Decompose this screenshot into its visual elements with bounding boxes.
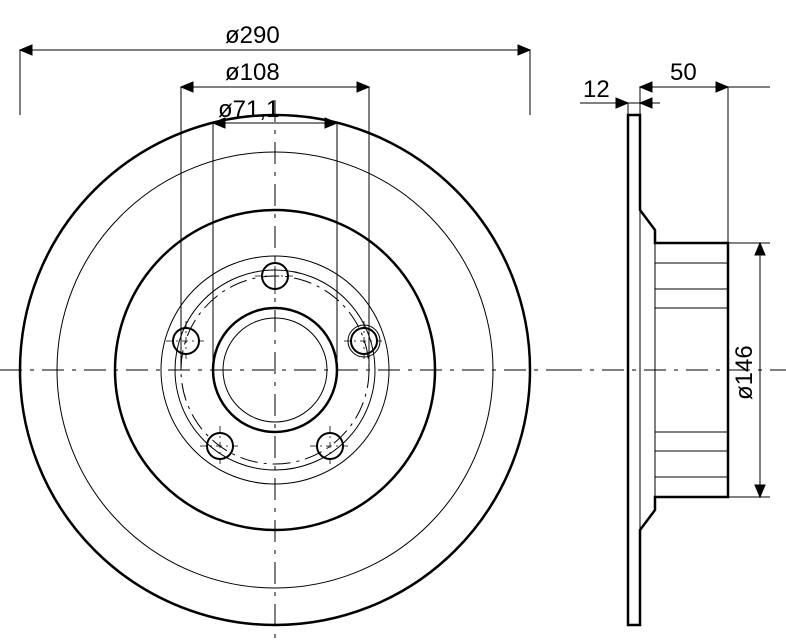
drawing-canvas: ø290 ø108 ø71,1 50 12 ø146 [0, 0, 786, 642]
front-view [0, 100, 560, 640]
dimensions [20, 45, 770, 497]
drawing-svg: ø290 ø108 ø71,1 50 12 ø146 [0, 0, 786, 642]
dim-12: 12 [583, 76, 610, 103]
dim-d108: ø108 [225, 59, 280, 86]
dim-50: 50 [670, 59, 697, 86]
dim-d290: ø290 [225, 22, 280, 49]
dim-d146: ø146 [731, 345, 758, 400]
dim-d71: ø71,1 [218, 96, 279, 123]
